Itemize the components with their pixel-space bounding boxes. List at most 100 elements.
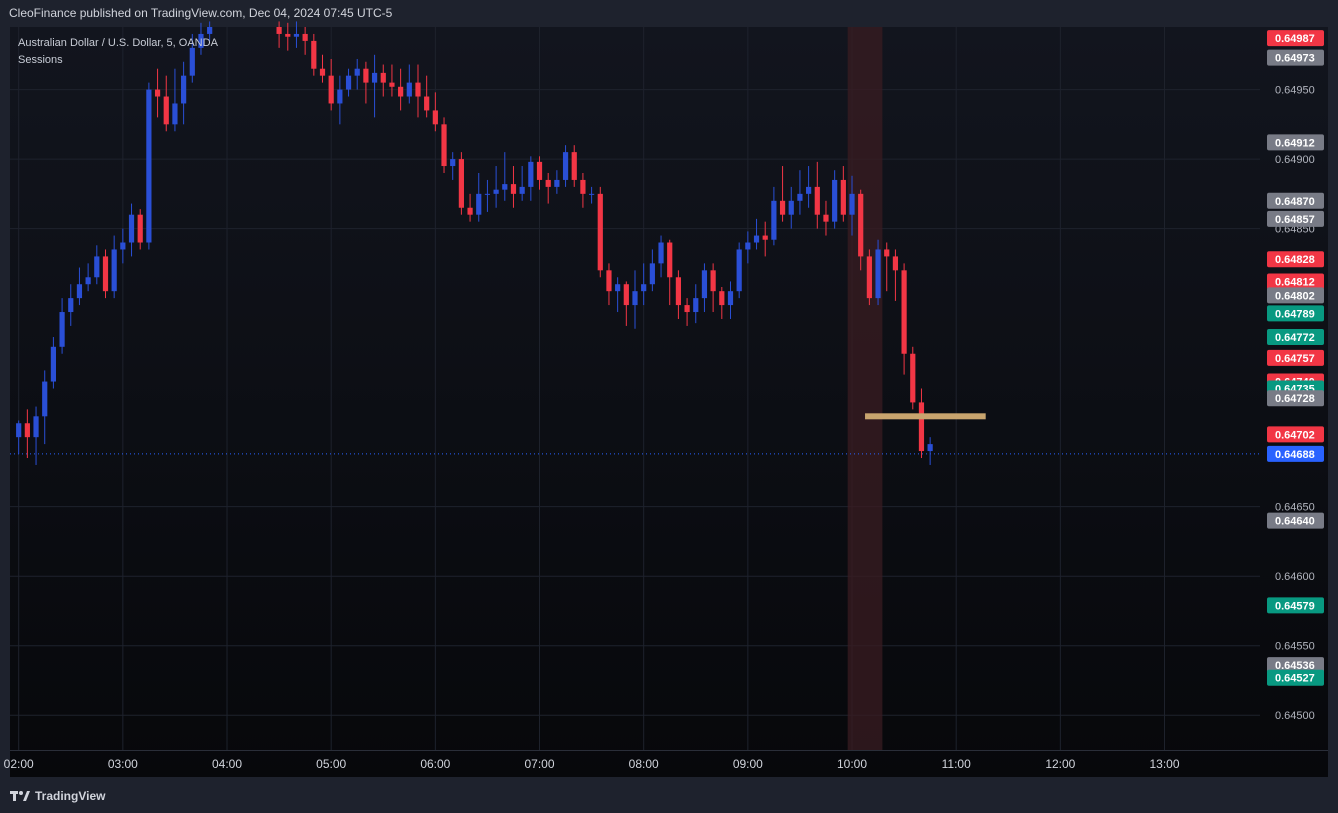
candle-up[interactable] bbox=[94, 256, 100, 278]
candle-down[interactable] bbox=[719, 291, 725, 306]
candle-down[interactable] bbox=[154, 89, 161, 97]
candle-up[interactable] bbox=[649, 263, 655, 285]
candle-up[interactable] bbox=[797, 193, 803, 201]
candle-up[interactable] bbox=[50, 346, 57, 382]
candle-down[interactable] bbox=[892, 256, 899, 271]
candle-down[interactable] bbox=[424, 96, 430, 111]
candle-down[interactable] bbox=[545, 179, 551, 187]
candle-up[interactable] bbox=[189, 47, 195, 76]
candle-down[interactable] bbox=[432, 110, 438, 125]
candle-down[interactable] bbox=[762, 235, 768, 240]
candle-up[interactable] bbox=[293, 33, 300, 37]
candle-up[interactable] bbox=[484, 193, 491, 195]
candle-up[interactable] bbox=[76, 284, 83, 299]
candle-down[interactable] bbox=[276, 27, 282, 34]
candle-down[interactable] bbox=[779, 200, 786, 215]
candle-down[interactable] bbox=[163, 96, 169, 125]
candle-up[interactable] bbox=[736, 249, 742, 292]
candle-up[interactable] bbox=[701, 270, 708, 299]
candle-up[interactable] bbox=[85, 277, 91, 285]
candle-down[interactable] bbox=[918, 402, 925, 452]
candle-down[interactable] bbox=[285, 33, 291, 37]
tradingview-brand[interactable]: TradingView bbox=[10, 786, 105, 806]
candle-down[interactable] bbox=[467, 207, 473, 215]
candle-up[interactable] bbox=[406, 82, 412, 97]
candle-down[interactable] bbox=[866, 256, 872, 299]
candle-down[interactable] bbox=[389, 82, 395, 87]
candle-up[interactable] bbox=[632, 291, 638, 306]
candle-up[interactable] bbox=[832, 179, 838, 222]
candle-up[interactable] bbox=[59, 312, 65, 347]
candle-up[interactable] bbox=[519, 186, 525, 194]
candle-down[interactable] bbox=[910, 353, 916, 403]
candle-up[interactable] bbox=[68, 298, 74, 313]
candle-down[interactable] bbox=[328, 75, 334, 104]
candle-down[interactable] bbox=[24, 423, 30, 438]
candle-up[interactable] bbox=[181, 75, 187, 104]
candle-down[interactable] bbox=[580, 179, 586, 194]
candle-down[interactable] bbox=[710, 270, 716, 292]
candle-up[interactable] bbox=[528, 161, 534, 187]
candle-down[interactable] bbox=[363, 68, 369, 83]
candle-down[interactable] bbox=[858, 193, 864, 257]
candle-down[interactable] bbox=[840, 179, 846, 215]
candle-down[interactable] bbox=[571, 152, 577, 180]
candle-up[interactable] bbox=[33, 416, 39, 438]
chart-pane[interactable] bbox=[10, 27, 1328, 777]
candle-down[interactable] bbox=[319, 68, 326, 76]
candle-down[interactable] bbox=[623, 284, 629, 306]
candle-up[interactable] bbox=[172, 103, 178, 125]
candle-up[interactable] bbox=[128, 214, 135, 243]
candle-up[interactable] bbox=[493, 189, 499, 194]
candle-up[interactable] bbox=[476, 193, 482, 215]
candle-down[interactable] bbox=[884, 249, 890, 257]
candle-down[interactable] bbox=[441, 124, 447, 167]
candle-up[interactable] bbox=[207, 27, 213, 34]
candle-up[interactable] bbox=[120, 242, 126, 250]
candle-up[interactable] bbox=[641, 284, 647, 292]
candle-down[interactable] bbox=[684, 305, 690, 313]
candle-down[interactable] bbox=[675, 277, 682, 306]
candle-down[interactable] bbox=[536, 161, 543, 180]
candle-down[interactable] bbox=[380, 72, 386, 83]
candle-up[interactable] bbox=[450, 159, 456, 167]
candle-up[interactable] bbox=[849, 193, 855, 215]
candle-up[interactable] bbox=[745, 242, 751, 250]
candle-down[interactable] bbox=[311, 40, 317, 69]
candle-up[interactable] bbox=[927, 444, 933, 452]
candle-up[interactable] bbox=[111, 249, 117, 292]
candle-up[interactable] bbox=[788, 200, 794, 215]
candle-down[interactable] bbox=[415, 82, 421, 97]
candle-up[interactable] bbox=[753, 235, 760, 243]
candle-up[interactable] bbox=[198, 33, 204, 48]
candle-down[interactable] bbox=[302, 33, 308, 41]
candle-up[interactable] bbox=[727, 291, 734, 306]
candle-down[interactable] bbox=[901, 270, 907, 354]
candle-up[interactable] bbox=[337, 89, 343, 104]
indicator-label-sessions[interactable]: Sessions bbox=[18, 54, 63, 66]
candle-down[interactable] bbox=[597, 193, 603, 271]
candle-down[interactable] bbox=[823, 214, 829, 222]
candle-down[interactable] bbox=[398, 86, 404, 97]
candle-up[interactable] bbox=[806, 186, 812, 194]
candle-down[interactable] bbox=[510, 184, 517, 194]
candle-up[interactable] bbox=[345, 75, 352, 90]
candle-up[interactable] bbox=[771, 200, 777, 240]
candle-up[interactable] bbox=[42, 381, 48, 417]
candle-up[interactable] bbox=[146, 89, 152, 243]
level-marker[interactable] bbox=[865, 413, 986, 420]
candle-down[interactable] bbox=[814, 186, 820, 215]
candle-up[interactable] bbox=[588, 193, 595, 195]
candle-up[interactable] bbox=[371, 72, 378, 83]
candle-down[interactable] bbox=[458, 159, 464, 208]
candle-up[interactable] bbox=[658, 242, 664, 264]
candle-up[interactable] bbox=[615, 284, 621, 292]
candle-up[interactable] bbox=[562, 152, 569, 180]
candle-up[interactable] bbox=[502, 184, 508, 190]
candle-up[interactable] bbox=[354, 68, 360, 76]
candle-up[interactable] bbox=[875, 249, 881, 299]
candle-down[interactable] bbox=[137, 214, 143, 243]
candle-up[interactable] bbox=[554, 179, 560, 187]
candle-up[interactable] bbox=[693, 298, 699, 313]
